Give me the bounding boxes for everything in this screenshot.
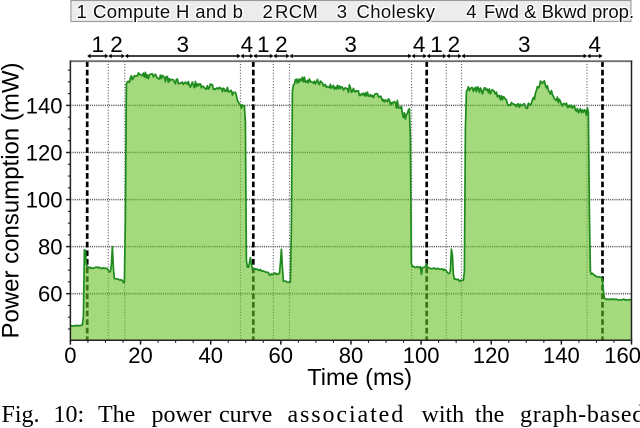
svg-text:1: 1 [430, 32, 443, 57]
svg-text:140: 140 [26, 93, 63, 118]
svg-text:100: 100 [403, 343, 440, 368]
svg-text:140: 140 [543, 343, 580, 368]
svg-text:2: 2 [263, 1, 274, 22]
svg-text:4: 4 [589, 32, 602, 57]
svg-text:80: 80 [38, 235, 62, 260]
svg-text:3: 3 [337, 1, 348, 22]
svg-text:2: 2 [110, 32, 123, 57]
svg-text:120: 120 [473, 343, 510, 368]
svg-text:120: 120 [26, 141, 63, 166]
svg-text:Power consumption (mW): Power consumption (mW) [0, 62, 25, 338]
svg-text:1: 1 [257, 32, 270, 57]
svg-text:1: 1 [92, 32, 105, 57]
svg-text:20: 20 [128, 343, 152, 368]
svg-text:RCM: RCM [275, 1, 318, 22]
svg-text:4: 4 [241, 32, 254, 57]
svg-text:Fwd & Bkwd prop.: Fwd & Bkwd prop. [484, 1, 634, 22]
svg-text:3: 3 [344, 32, 357, 57]
svg-text:3: 3 [176, 32, 189, 57]
svg-text:Compute H and b: Compute H and b [93, 1, 243, 22]
svg-text:100: 100 [26, 188, 63, 213]
svg-text:Time (ms): Time (ms) [307, 364, 412, 390]
svg-text:Cholesky: Cholesky [357, 1, 436, 22]
svg-text:4: 4 [466, 1, 477, 22]
svg-text:0: 0 [64, 343, 76, 368]
svg-text:2: 2 [448, 32, 461, 57]
svg-text:40: 40 [198, 343, 222, 368]
svg-text:3: 3 [518, 32, 531, 57]
svg-text:60: 60 [269, 343, 293, 368]
svg-text:4: 4 [413, 32, 426, 57]
svg-text:80: 80 [339, 343, 363, 368]
svg-text:60: 60 [38, 282, 62, 307]
svg-text:2: 2 [275, 32, 288, 57]
svg-text:160: 160 [604, 343, 640, 368]
svg-text:1: 1 [77, 1, 88, 22]
